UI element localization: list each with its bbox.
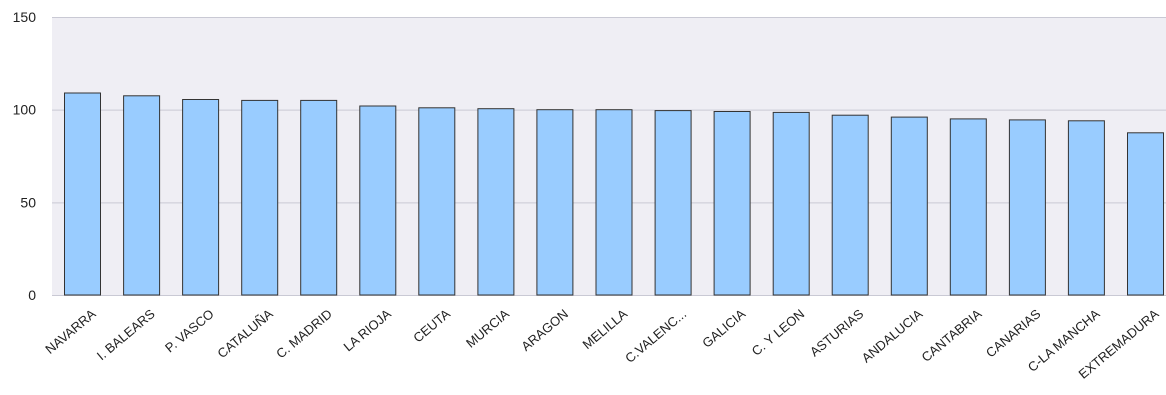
x-tick-label: C.VALENC... bbox=[622, 306, 689, 366]
y-tick-label: 50 bbox=[20, 194, 36, 210]
x-tick-label: ASTURIAS bbox=[807, 306, 867, 359]
bar[interactable] bbox=[300, 99, 338, 296]
bar[interactable] bbox=[831, 114, 869, 296]
x-tick-label: LA RIOJA bbox=[341, 306, 395, 354]
bar[interactable] bbox=[772, 111, 810, 296]
x-tick-label: NAVARRA bbox=[42, 306, 99, 357]
bar[interactable] bbox=[949, 118, 987, 296]
y-tick-label: 150 bbox=[13, 9, 37, 25]
bar[interactable] bbox=[64, 92, 101, 296]
bars bbox=[64, 92, 1164, 296]
bar[interactable] bbox=[418, 107, 456, 296]
bar[interactable] bbox=[1067, 120, 1105, 296]
y-axis-ticks: 0 50 100 150 bbox=[13, 9, 37, 303]
bar[interactable] bbox=[477, 108, 515, 296]
x-tick-label: ANDALUCIA bbox=[859, 306, 926, 366]
x-tick-label: CANTABRIA bbox=[919, 306, 985, 365]
y-tick-label: 100 bbox=[13, 102, 37, 118]
bar[interactable] bbox=[536, 109, 574, 296]
bar[interactable] bbox=[359, 105, 397, 296]
bar[interactable] bbox=[1127, 132, 1164, 296]
x-tick-label: CANARIAS bbox=[983, 306, 1044, 360]
x-tick-label: MURCIA bbox=[463, 306, 512, 351]
y-tick-label: 0 bbox=[28, 287, 36, 303]
bar[interactable] bbox=[241, 99, 279, 296]
x-tick-label: MELILLA bbox=[579, 306, 630, 352]
x-tick-label: P. VASCO bbox=[162, 306, 217, 355]
x-tick-label: I. BALEARS bbox=[94, 306, 158, 363]
bar[interactable] bbox=[1008, 119, 1046, 296]
bar[interactable] bbox=[595, 109, 633, 296]
bar[interactable] bbox=[890, 116, 928, 296]
x-tick-label: CEUTA bbox=[410, 306, 453, 345]
x-tick-label: CATALUÑA bbox=[214, 306, 276, 361]
bar[interactable] bbox=[182, 99, 220, 296]
bar[interactable] bbox=[713, 111, 751, 296]
bar[interactable] bbox=[654, 110, 692, 296]
x-tick-label: C. MADRID bbox=[273, 306, 335, 361]
x-tick-label: C. Y LEON bbox=[749, 306, 808, 359]
x-tick-label: ARAGON bbox=[518, 306, 571, 354]
bar[interactable] bbox=[123, 95, 161, 296]
x-tick-label: GALICIA bbox=[699, 306, 748, 351]
